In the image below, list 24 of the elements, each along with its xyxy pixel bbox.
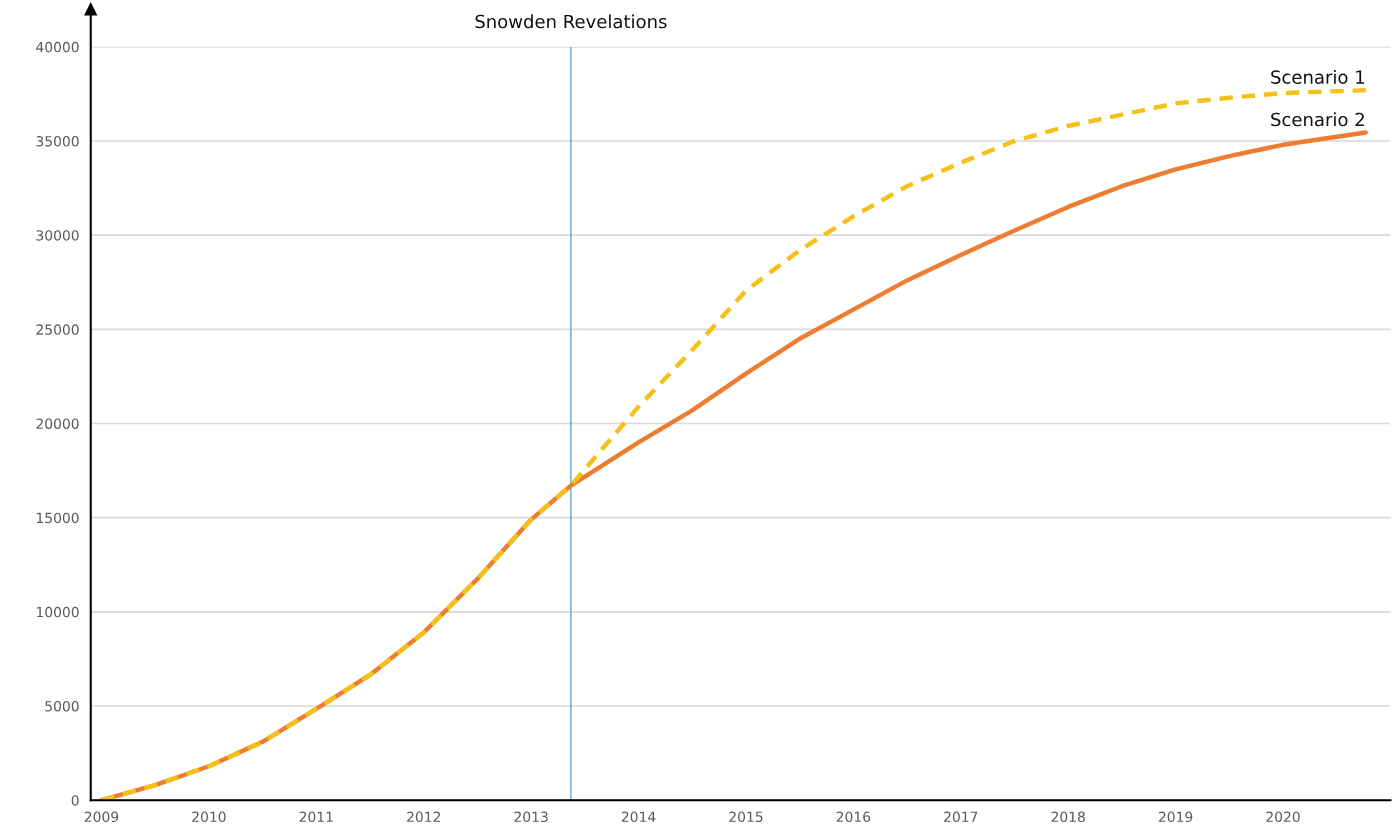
y-tick-label: 0 <box>71 795 79 806</box>
y-tick-label: 5000 <box>45 700 79 712</box>
y-tick-label: 15000 <box>36 512 79 524</box>
y-tick-label: 40000 <box>36 41 79 53</box>
x-tick-label: 2011 <box>299 811 333 823</box>
y-tick-label: 20000 <box>36 418 79 429</box>
x-tick-label: 2013 <box>514 811 548 823</box>
x-tick-label: 2009 <box>84 811 119 823</box>
x-tick-label: 2010 <box>192 811 226 823</box>
x-tick-label: 2015 <box>729 811 763 823</box>
x-tick-label: 2019 <box>1158 811 1193 823</box>
series-label: Scenario 1 <box>1271 69 1365 84</box>
y-tick-label: 10000 <box>36 606 79 618</box>
x-tick-label: 2014 <box>621 811 656 823</box>
x-tick-label: 2016 <box>836 811 871 823</box>
x-tick-label: 2012 <box>407 811 440 823</box>
x-tick-label: 2018 <box>1051 811 1085 823</box>
x-tick-label: 2017 <box>944 811 978 823</box>
y-tick-label: 30000 <box>36 230 79 241</box>
ref-line-label: Snowden Revelations <box>475 14 667 29</box>
series-label: Scenario 2 <box>1271 112 1364 127</box>
y-tick-label: 35000 <box>36 136 79 147</box>
y-tick-label: 25000 <box>36 324 79 335</box>
x-tick-label: 2020 <box>1266 811 1300 823</box>
